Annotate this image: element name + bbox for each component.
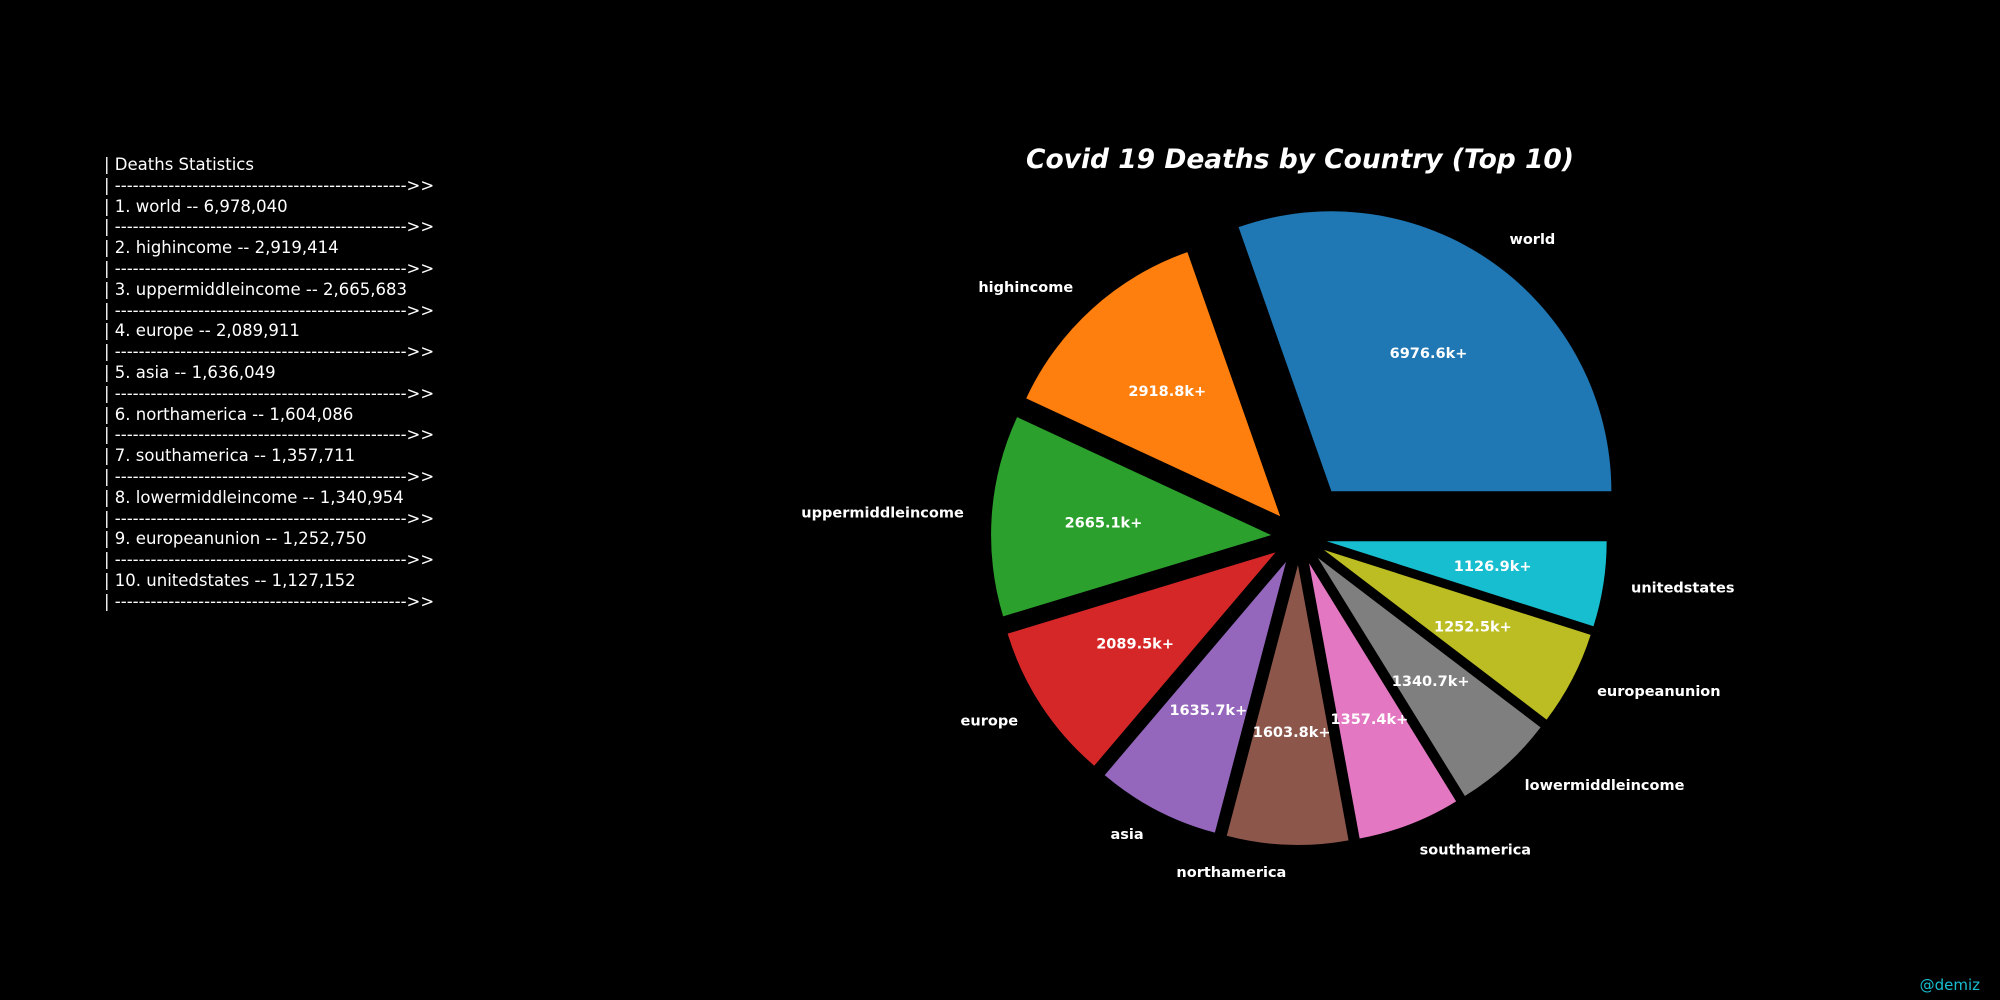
pie-slice-northamerica: [1226, 564, 1349, 845]
pie-slice-southamerica: [1309, 563, 1457, 839]
stats-item: | 3. uppermiddleincome -- 2,665,683: [104, 279, 407, 299]
stats-divider: | --------------------------------------…: [104, 258, 435, 278]
pie-value-label-uppermiddleincome: 2665.1k+: [1065, 515, 1143, 531]
pie-slice-lowermiddleincome: [1317, 557, 1541, 796]
stats-item: | 10. unitedstates -- 1,127,152: [104, 570, 356, 590]
stats-divider: | --------------------------------------…: [104, 342, 435, 362]
pie-labels: world 6976.6k+ highincome 2918.8k+ uppermidd…: [801, 232, 1734, 881]
pie-slice-uppermiddleincome: [991, 417, 1272, 617]
pie-label-europeanunion: europeanunion: [1597, 684, 1721, 700]
stats-item: | 9. europeanunion -- 1,252,750: [104, 529, 367, 549]
pie-slice-unitedstates: [1326, 541, 1607, 627]
stats-divider: | --------------------------------------…: [104, 217, 435, 237]
pie-value-label-world: 6976.6k+: [1390, 346, 1468, 362]
pie-value-label-southamerica: 1357.4k+: [1331, 712, 1409, 728]
pie-label-lowermiddleincome: lowermiddleincome: [1525, 778, 1685, 794]
pie-label-uppermiddleincome: uppermiddleincome: [801, 506, 964, 522]
stats-item: | 1. world -- 6,978,040: [104, 196, 288, 216]
stats-item: | 5. asia -- 1,636,049: [104, 362, 276, 382]
stats-item: | 4. europe -- 2,089,911: [104, 321, 300, 341]
pie-value-label-asia: 1635.7k+: [1169, 703, 1247, 719]
pie-label-world: world: [1509, 232, 1555, 248]
pie-label-southamerica: southamerica: [1420, 843, 1531, 859]
pie-value-label-unitedstates: 1126.9k+: [1454, 559, 1532, 575]
pie-label-northamerica: northamerica: [1176, 865, 1286, 881]
stats-divider: | --------------------------------------…: [104, 466, 435, 486]
stats-item: | 8. lowermiddleincome -- 1,340,954: [104, 487, 404, 507]
stats-divider: | --------------------------------------…: [104, 550, 435, 570]
stats-divider: | --------------------------------------…: [104, 425, 435, 445]
pie-value-label-highincome: 2918.8k+: [1128, 384, 1206, 400]
pie-label-asia: asia: [1110, 827, 1143, 843]
stats-header: | Deaths Statistics: [104, 155, 254, 174]
watermark: @demiz: [1919, 976, 1980, 994]
stats-item: | 2. highincome -- 2,919,414: [104, 238, 339, 258]
stats-item: | 6. northamerica -- 1,604,086: [104, 404, 354, 424]
chart-title: Covid 19 Deaths by Country (Top 10): [1026, 144, 1574, 175]
stats-panel: | Deaths Statistics | ------------------…: [104, 155, 524, 613]
pie-label-unitedstates: unitedstates: [1631, 581, 1735, 597]
stats-divider: | --------------------------------------…: [104, 175, 435, 195]
pie-slice-europe: [1007, 552, 1276, 766]
stats-divider: | --------------------------------------…: [104, 591, 435, 611]
pie-value-label-europe: 2089.5k+: [1096, 636, 1174, 652]
pie-slice-highincome: [1026, 252, 1281, 517]
pie-value-label-lowermiddleincome: 1340.7k+: [1392, 674, 1470, 690]
pie-value-label-northamerica: 1603.8k+: [1253, 725, 1331, 741]
stats-item: | 7. southamerica -- 1,357,711: [104, 446, 356, 466]
pie-slice-europeanunion: [1323, 549, 1591, 720]
pie-label-highincome: highincome: [978, 280, 1073, 296]
stats-divider: | --------------------------------------…: [104, 383, 435, 403]
pie-value-label-europeanunion: 1252.5k+: [1434, 619, 1512, 635]
pie-slice-asia: [1104, 561, 1287, 833]
stats-divider: | --------------------------------------…: [104, 300, 435, 320]
pie-slice-world: [1238, 211, 1612, 492]
stats-divider: | --------------------------------------…: [104, 508, 435, 528]
pie-label-europe: europe: [961, 713, 1019, 729]
pie-slices: [991, 211, 1612, 845]
